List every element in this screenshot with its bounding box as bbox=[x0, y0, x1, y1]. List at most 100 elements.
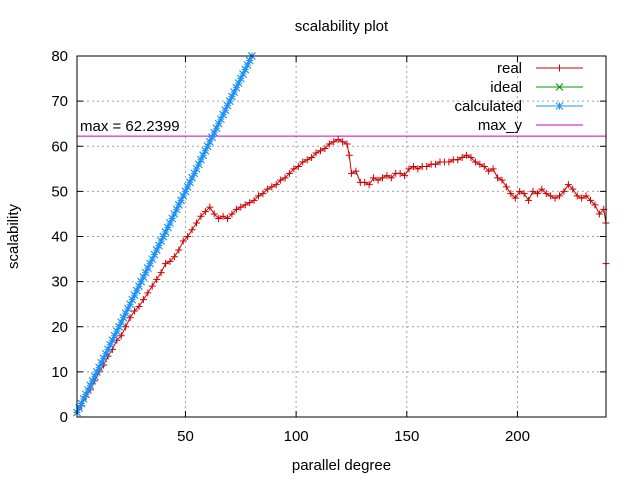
data-point bbox=[246, 199, 254, 207]
legend-item-ideal: ideal bbox=[490, 79, 583, 96]
data-point bbox=[143, 264, 152, 272]
y-tick-label: 0 bbox=[60, 409, 68, 426]
data-point bbox=[192, 164, 201, 173]
data-point bbox=[223, 101, 232, 110]
data-point bbox=[221, 106, 230, 115]
data-point bbox=[243, 61, 252, 69]
y-tick-label: 80 bbox=[51, 48, 68, 65]
data-point bbox=[112, 327, 121, 336]
data-point bbox=[201, 146, 210, 155]
data-point bbox=[230, 88, 239, 96]
data-point bbox=[117, 332, 125, 340]
data-point bbox=[224, 214, 232, 222]
y-tick-label: 70 bbox=[51, 93, 68, 110]
data-point bbox=[126, 314, 134, 322]
data-point bbox=[339, 138, 347, 146]
data-point bbox=[268, 183, 276, 191]
data-point bbox=[476, 160, 484, 168]
data-point bbox=[232, 83, 241, 92]
data-point bbox=[241, 201, 249, 209]
plot-border bbox=[76, 55, 607, 418]
series-area bbox=[73, 52, 610, 417]
data-point bbox=[345, 151, 353, 159]
data-point bbox=[560, 187, 568, 195]
data-point bbox=[538, 185, 546, 193]
data-point bbox=[141, 268, 150, 277]
data-point bbox=[99, 354, 108, 363]
data-point bbox=[281, 174, 289, 182]
data-point bbox=[148, 255, 157, 263]
legend-label: real bbox=[497, 60, 522, 77]
grid bbox=[77, 56, 606, 417]
data-point bbox=[573, 192, 581, 200]
data-point bbox=[259, 190, 267, 198]
data-point bbox=[290, 165, 298, 173]
data-point bbox=[212, 124, 221, 133]
data-point bbox=[511, 194, 519, 202]
data-point bbox=[153, 275, 161, 283]
data-point bbox=[219, 212, 227, 220]
data-point bbox=[205, 137, 214, 146]
data-point bbox=[489, 165, 497, 173]
data-point bbox=[166, 257, 174, 265]
data-point bbox=[217, 115, 225, 124]
data-point bbox=[299, 158, 307, 166]
data-point bbox=[148, 282, 156, 290]
legend-swatch-marker bbox=[556, 64, 563, 72]
data-point bbox=[228, 92, 236, 101]
legend-item-real: real bbox=[497, 60, 583, 77]
data-point bbox=[181, 187, 190, 196]
data-point bbox=[294, 163, 302, 171]
data-point bbox=[93, 368, 101, 376]
data-point bbox=[95, 363, 103, 372]
data-point bbox=[378, 174, 386, 182]
data-point bbox=[401, 172, 409, 180]
data-point bbox=[595, 210, 603, 218]
data-point bbox=[75, 404, 84, 412]
y-tick-label: 10 bbox=[51, 364, 68, 381]
max-annotation: max = 62.2399 bbox=[80, 118, 180, 135]
y-tick-label: 30 bbox=[51, 274, 68, 291]
data-point bbox=[84, 386, 92, 394]
data-point bbox=[383, 172, 391, 180]
data-point bbox=[241, 65, 250, 74]
data-point bbox=[119, 313, 128, 322]
data-point bbox=[591, 201, 599, 209]
data-point bbox=[454, 156, 462, 164]
data-point bbox=[303, 156, 311, 164]
data-point bbox=[201, 208, 209, 216]
data-point bbox=[210, 210, 218, 218]
data-point bbox=[405, 165, 413, 173]
data-point bbox=[131, 307, 139, 315]
data-point bbox=[432, 160, 440, 168]
data-point bbox=[186, 178, 194, 187]
data-point bbox=[423, 163, 431, 171]
data-point bbox=[263, 185, 271, 193]
data-point bbox=[250, 196, 258, 204]
x-tick-label: 50 bbox=[177, 428, 194, 445]
data-point bbox=[533, 190, 541, 198]
legend-swatch-marker bbox=[555, 83, 564, 91]
data-point bbox=[88, 377, 97, 385]
data-point bbox=[203, 142, 212, 151]
data-point bbox=[312, 149, 320, 157]
data-point bbox=[172, 205, 181, 214]
data-point bbox=[396, 169, 404, 177]
data-point bbox=[387, 174, 395, 182]
data-point bbox=[124, 304, 132, 313]
data-point bbox=[183, 183, 192, 191]
data-point bbox=[121, 309, 130, 318]
data-point bbox=[234, 79, 243, 87]
data-point bbox=[152, 246, 161, 254]
data-point bbox=[330, 138, 338, 146]
data-point bbox=[529, 187, 537, 195]
legend-item-max-y: max_y bbox=[478, 117, 583, 134]
legend-label: ideal bbox=[490, 79, 522, 96]
data-point bbox=[445, 158, 453, 166]
data-point bbox=[285, 169, 293, 177]
data-point bbox=[516, 187, 524, 195]
data-point bbox=[277, 176, 285, 184]
data-point bbox=[193, 219, 201, 227]
data-point bbox=[117, 318, 126, 327]
data-point bbox=[115, 322, 123, 331]
